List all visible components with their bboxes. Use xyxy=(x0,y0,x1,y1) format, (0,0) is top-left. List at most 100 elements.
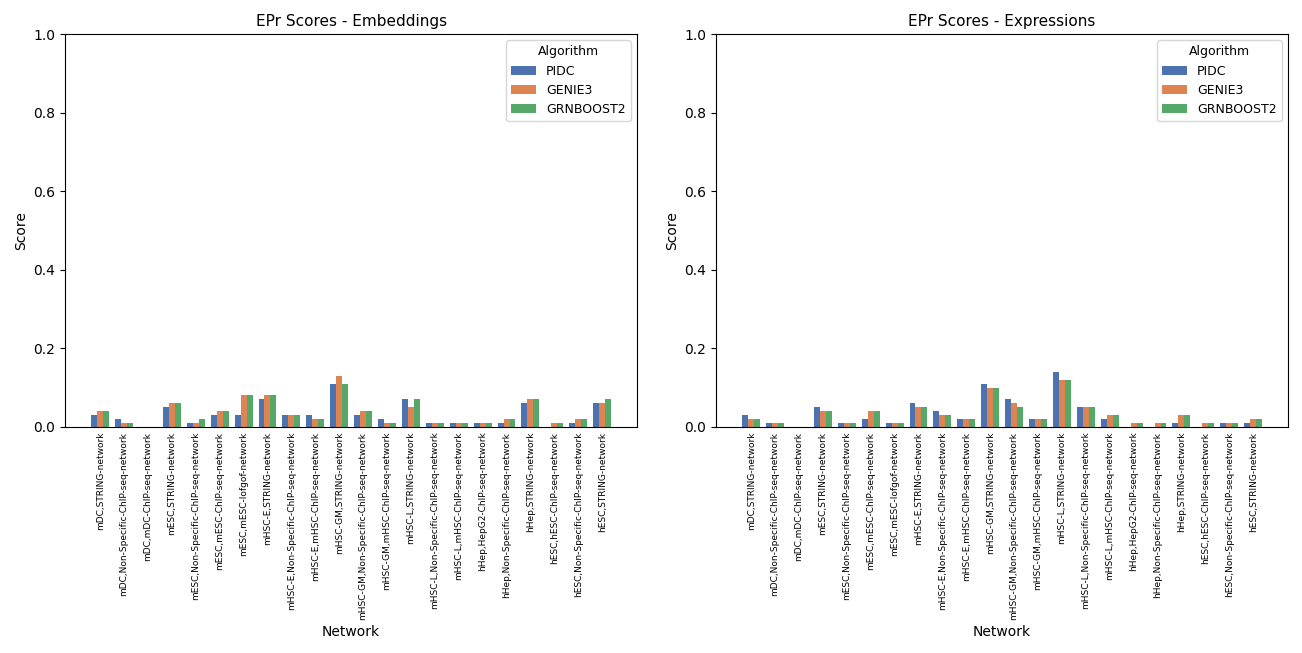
Bar xyxy=(408,407,414,427)
Bar xyxy=(246,396,253,427)
Bar xyxy=(432,423,437,427)
Bar xyxy=(1245,423,1250,427)
Bar xyxy=(575,419,581,427)
Bar xyxy=(569,423,575,427)
Bar xyxy=(449,423,456,427)
Bar xyxy=(121,423,128,427)
Bar xyxy=(426,423,432,427)
Title: EPr Scores - Embeddings: EPr Scores - Embeddings xyxy=(255,14,447,29)
Bar xyxy=(402,400,408,427)
Bar xyxy=(1220,423,1226,427)
Bar xyxy=(527,400,534,427)
Bar xyxy=(910,404,915,427)
Bar xyxy=(497,423,504,427)
Bar xyxy=(361,411,366,427)
Legend: PIDC, GENIE3, GRNBOOST2: PIDC, GENIE3, GRNBOOST2 xyxy=(506,40,631,121)
X-axis label: Network: Network xyxy=(322,625,380,639)
Bar xyxy=(509,419,516,427)
Bar xyxy=(437,423,444,427)
Bar xyxy=(915,407,922,427)
Bar xyxy=(211,415,216,427)
Bar xyxy=(945,415,952,427)
Bar xyxy=(557,423,564,427)
Bar xyxy=(897,423,904,427)
Bar xyxy=(551,423,557,427)
Bar xyxy=(1100,419,1107,427)
Bar xyxy=(982,383,987,427)
Bar xyxy=(1012,404,1017,427)
Bar xyxy=(844,423,850,427)
Bar xyxy=(1059,379,1065,427)
Bar xyxy=(384,423,391,427)
Bar xyxy=(742,415,749,427)
Bar xyxy=(479,423,486,427)
Bar xyxy=(474,423,479,427)
Bar xyxy=(772,423,779,427)
Bar xyxy=(1202,423,1208,427)
Bar xyxy=(1077,407,1083,427)
Bar xyxy=(1053,372,1059,427)
Bar xyxy=(779,423,784,427)
Bar xyxy=(754,419,760,427)
Bar xyxy=(1256,419,1262,427)
Bar xyxy=(874,411,880,427)
Bar xyxy=(867,411,874,427)
Bar xyxy=(963,419,969,427)
Bar xyxy=(820,411,825,427)
Bar xyxy=(1130,423,1137,427)
Bar xyxy=(91,415,98,427)
Bar xyxy=(1017,407,1023,427)
Bar xyxy=(1088,407,1095,427)
Bar xyxy=(306,415,312,427)
Bar xyxy=(594,404,599,427)
Bar xyxy=(169,404,174,427)
Bar xyxy=(522,404,527,427)
Bar xyxy=(1035,419,1042,427)
Bar xyxy=(934,411,939,427)
Bar xyxy=(234,415,241,427)
Bar xyxy=(1226,423,1232,427)
Bar xyxy=(283,415,288,427)
Bar xyxy=(174,404,181,427)
Bar xyxy=(885,423,892,427)
Legend: PIDC, GENIE3, GRNBOOST2: PIDC, GENIE3, GRNBOOST2 xyxy=(1157,40,1282,121)
Bar xyxy=(98,411,103,427)
Bar xyxy=(504,419,509,427)
Bar xyxy=(193,423,199,427)
Bar xyxy=(1173,423,1178,427)
Bar xyxy=(288,415,294,427)
Bar xyxy=(939,415,945,427)
Bar xyxy=(1005,400,1012,427)
Bar xyxy=(1107,415,1113,427)
Bar xyxy=(223,411,229,427)
Bar xyxy=(199,419,204,427)
Bar xyxy=(271,396,276,427)
Bar xyxy=(987,388,993,427)
Bar xyxy=(1232,423,1238,427)
Bar xyxy=(862,419,867,427)
Bar xyxy=(749,419,754,427)
Bar xyxy=(294,415,301,427)
Bar xyxy=(342,383,348,427)
Bar xyxy=(766,423,772,427)
Bar xyxy=(814,407,820,427)
Bar xyxy=(922,407,927,427)
Bar xyxy=(1029,419,1035,427)
Title: EPr Scores - Expressions: EPr Scores - Expressions xyxy=(909,14,1096,29)
Bar xyxy=(216,411,223,427)
Bar xyxy=(993,388,999,427)
Bar xyxy=(486,423,492,427)
Bar xyxy=(456,423,462,427)
Y-axis label: Score: Score xyxy=(14,211,27,250)
Bar xyxy=(1185,415,1190,427)
Y-axis label: Score: Score xyxy=(665,211,678,250)
Bar xyxy=(599,404,605,427)
X-axis label: Network: Network xyxy=(973,625,1031,639)
Bar xyxy=(312,419,318,427)
Bar xyxy=(581,419,587,427)
Bar xyxy=(318,419,324,427)
Bar xyxy=(103,411,109,427)
Bar xyxy=(534,400,539,427)
Bar xyxy=(1083,407,1088,427)
Bar xyxy=(1208,423,1215,427)
